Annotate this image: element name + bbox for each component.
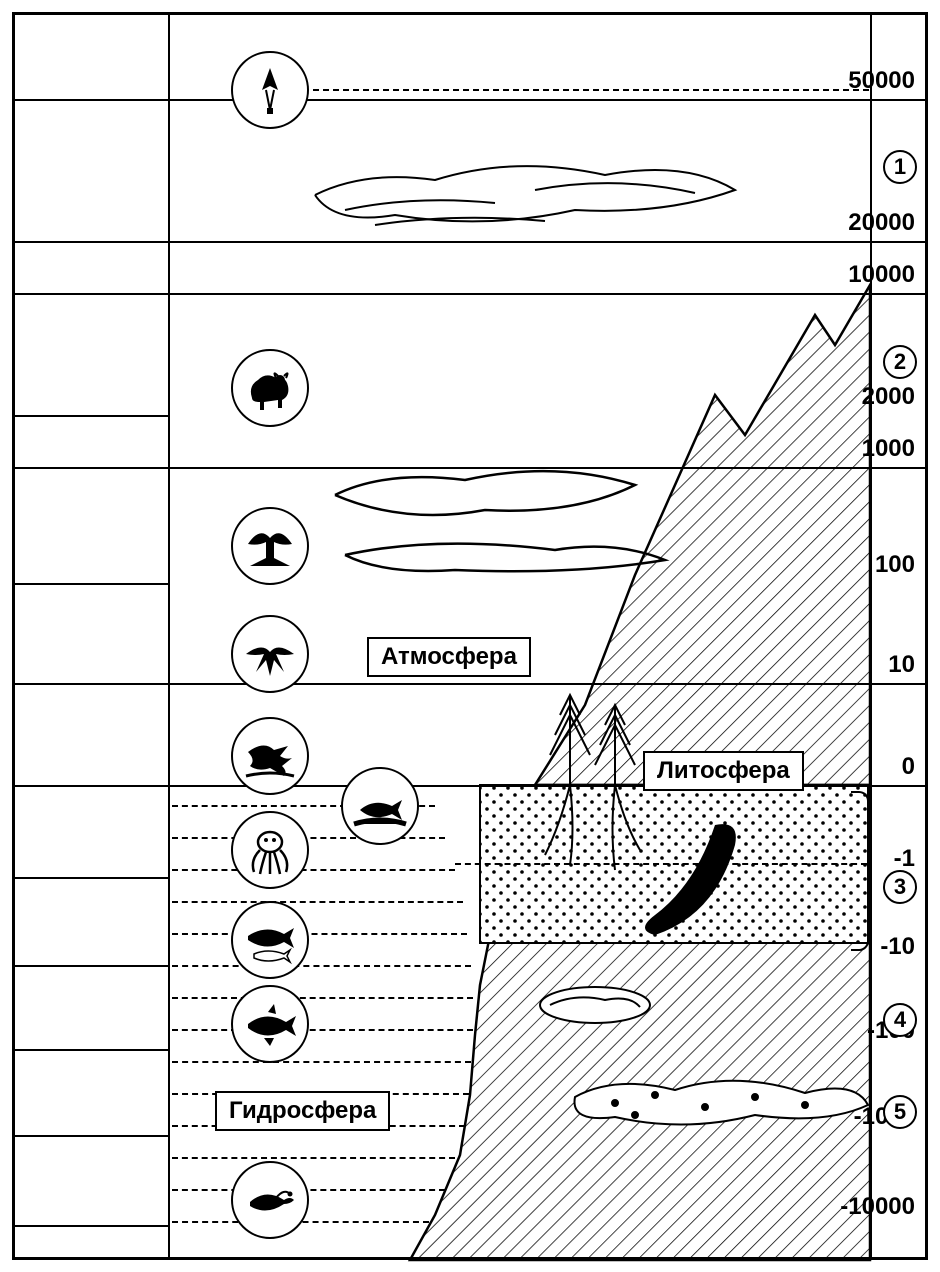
mountain-path xyxy=(535,285,870,785)
scale-label: 0 xyxy=(902,753,915,785)
water-dash xyxy=(172,901,463,903)
water-dash xyxy=(172,997,473,999)
dash-line xyxy=(455,863,867,865)
scale-label: -10000 xyxy=(840,1193,915,1225)
bracket-3 xyxy=(851,791,869,951)
water-dash xyxy=(172,1189,445,1191)
row-line xyxy=(15,877,170,879)
scale-label: 10000 xyxy=(848,261,915,293)
marker-4: 4 xyxy=(883,1003,917,1037)
deepfish-icon xyxy=(231,1161,309,1239)
scale-column xyxy=(15,15,170,1257)
flyfish-icon xyxy=(341,767,419,845)
label-hydrosphere: Гидросфера xyxy=(215,1091,390,1131)
scale-label: 100 xyxy=(875,551,915,583)
marker-column xyxy=(870,15,928,1257)
water-dash xyxy=(172,1157,455,1159)
scale-label: -10 xyxy=(880,933,915,965)
water-dash xyxy=(172,965,471,967)
scale-label: 50000 xyxy=(848,67,915,99)
balloon-icon xyxy=(231,51,309,129)
row-line xyxy=(15,1225,170,1227)
marker-3: 3 xyxy=(883,870,917,904)
scale-label: 20000 xyxy=(848,209,915,241)
row-line xyxy=(15,1049,170,1051)
fish2-icon xyxy=(231,901,309,979)
row-line xyxy=(15,241,928,243)
marker-2: 2 xyxy=(883,345,917,379)
scale-label: 2000 xyxy=(862,383,915,415)
dash-line xyxy=(313,89,869,91)
fish3-icon xyxy=(231,985,309,1063)
water-dash xyxy=(172,933,467,935)
marker-5: 5 xyxy=(883,1095,917,1129)
row-line xyxy=(15,99,928,101)
row-line xyxy=(15,415,170,417)
swallow-icon xyxy=(231,615,309,693)
row-line xyxy=(15,965,170,967)
row-line xyxy=(15,1135,170,1137)
water-dash xyxy=(172,1061,471,1063)
row-line xyxy=(15,293,928,295)
water-dash xyxy=(172,837,445,839)
eagle-icon xyxy=(231,507,309,585)
ram-icon xyxy=(231,349,309,427)
water-dash xyxy=(172,1029,473,1031)
row-line xyxy=(15,683,928,685)
marker-1: 1 xyxy=(883,150,917,184)
row-line xyxy=(15,467,928,469)
row-line xyxy=(15,583,170,585)
label-atmosphere: Атмосфера xyxy=(367,637,531,677)
water-dash xyxy=(172,869,455,871)
label-lithosphere: Литосфера xyxy=(643,751,804,791)
scale-label: 1000 xyxy=(862,435,915,467)
scale-label: 10 xyxy=(888,651,915,683)
biosphere-diagram: 50000200001000020001000100100-1-10-100-1… xyxy=(12,12,928,1260)
shore-path xyxy=(410,785,870,1260)
seabird-icon xyxy=(231,717,309,795)
octopus-icon xyxy=(231,811,309,889)
